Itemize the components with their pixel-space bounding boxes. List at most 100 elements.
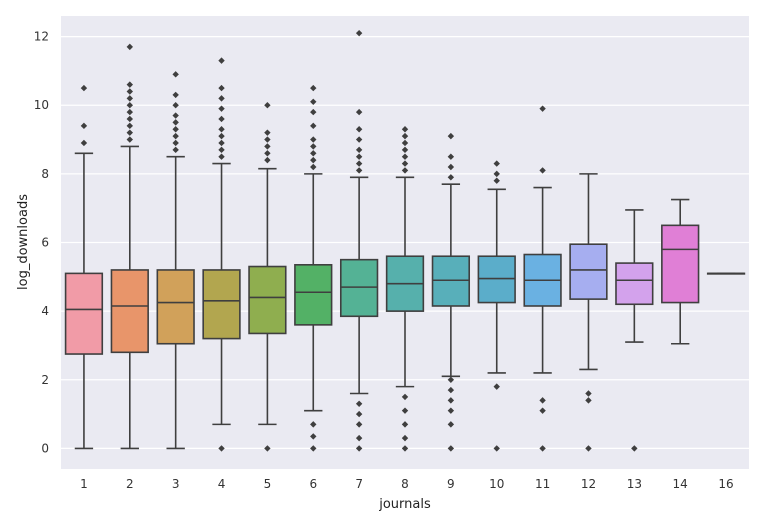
outlier-point xyxy=(218,153,225,160)
iqr-box xyxy=(661,224,700,304)
outlier-point xyxy=(355,146,363,154)
box-group-journal-5 xyxy=(248,102,287,452)
y-tick-label: 4 xyxy=(41,304,49,318)
iqr-box xyxy=(569,243,608,300)
x-tick-label: 3 xyxy=(172,477,180,491)
iqr-box xyxy=(477,255,516,304)
outlier-point xyxy=(355,126,363,133)
outlier-point xyxy=(401,445,409,452)
outlier-point xyxy=(401,407,409,414)
outlier-point xyxy=(447,376,455,383)
outlier-point xyxy=(493,170,500,178)
outlier-point xyxy=(126,95,133,102)
x-axis-label: journals xyxy=(378,497,431,512)
outlier-point xyxy=(310,156,317,164)
outlier-point xyxy=(355,410,363,418)
outlier-point xyxy=(355,400,363,407)
outlier-point xyxy=(126,108,133,116)
outlier-point xyxy=(585,390,592,397)
outlier-point xyxy=(401,393,409,401)
outlier-point xyxy=(447,445,455,452)
outlier-point xyxy=(172,132,179,140)
x-tick-label: 12 xyxy=(581,477,596,491)
outlier-point xyxy=(172,119,179,126)
outlier-point xyxy=(585,397,592,404)
outlier-point xyxy=(310,445,317,452)
outlier-point xyxy=(539,445,546,452)
outlier-point xyxy=(401,146,409,154)
outlier-point xyxy=(447,153,455,160)
outlier-point xyxy=(355,167,363,174)
outlier-point xyxy=(264,129,271,136)
box-group-journal-12 xyxy=(569,173,608,452)
y-axis-label: log_downloads xyxy=(16,194,31,290)
x-tick-label: 9 xyxy=(447,477,455,491)
outlier-point xyxy=(401,421,409,428)
x-tick-label: 7 xyxy=(355,477,363,491)
box-group-journal-1 xyxy=(64,84,104,450)
outlier-point xyxy=(126,115,133,123)
box-group-journal-4 xyxy=(202,57,241,452)
outlier-point xyxy=(310,136,317,143)
outlier-point xyxy=(447,174,455,181)
outlier-point xyxy=(264,150,271,157)
outlier-point xyxy=(126,102,133,109)
outlier-point xyxy=(310,433,317,440)
box-group-journal-13 xyxy=(615,209,654,452)
outlier-point xyxy=(493,160,500,167)
outlier-point xyxy=(310,98,317,105)
box-plot-series xyxy=(64,29,746,452)
x-tick-label: 2 xyxy=(126,477,134,491)
outlier-point xyxy=(355,108,363,116)
outlier-point xyxy=(80,84,88,92)
outlier-point xyxy=(310,108,317,116)
y-tick-label: 8 xyxy=(41,167,49,181)
outlier-point xyxy=(172,139,179,147)
outlier-point xyxy=(218,126,225,133)
x-tick-label: 4 xyxy=(218,477,226,491)
outlier-point xyxy=(401,153,409,160)
outlier-point xyxy=(264,102,271,109)
outlier-point xyxy=(401,160,409,167)
iqr-box xyxy=(294,264,333,326)
box-group-journal-11 xyxy=(523,105,562,452)
outlier-point xyxy=(126,136,133,143)
outlier-point xyxy=(218,445,225,452)
iqr-box xyxy=(431,255,471,307)
iqr-box xyxy=(110,269,149,354)
x-tick-label: 11 xyxy=(535,477,550,491)
outlier-point xyxy=(310,143,317,150)
box-group-journal-8 xyxy=(385,126,425,452)
outlier-point xyxy=(493,445,500,452)
outlier-point xyxy=(447,407,455,414)
outlier-point xyxy=(447,132,455,140)
outlier-point xyxy=(401,167,409,174)
outlier-point xyxy=(355,445,363,452)
outlier-point xyxy=(401,126,409,133)
outlier-point xyxy=(539,407,546,414)
outlier-point xyxy=(126,43,133,51)
x-tick-label: 6 xyxy=(309,477,317,491)
outlier-point xyxy=(539,105,546,112)
x-tick-label: 1 xyxy=(80,477,88,491)
iqr-box xyxy=(156,269,195,345)
outlier-point xyxy=(172,71,179,78)
outlier-point xyxy=(172,102,179,109)
outlier-point xyxy=(355,153,363,160)
y-tick-labels: 0 2 4 6 8 10 12 xyxy=(34,30,49,456)
outlier-point xyxy=(126,88,133,95)
outlier-point xyxy=(447,421,455,428)
outlier-point xyxy=(310,84,317,92)
outlier-point xyxy=(172,91,179,99)
x-tick-labels: 1 2 3 4 5 6 7 8 9 10 11 12 13 14 16 xyxy=(80,477,734,491)
outlier-point xyxy=(585,445,592,452)
outlier-point xyxy=(310,122,317,130)
box-group-journal-14 xyxy=(661,198,700,345)
outlier-point xyxy=(172,126,179,133)
outlier-point xyxy=(447,163,455,171)
outlier-point xyxy=(218,139,225,147)
outlier-point xyxy=(218,146,225,154)
box-group-journal-7 xyxy=(339,29,379,452)
outlier-point xyxy=(310,150,317,157)
